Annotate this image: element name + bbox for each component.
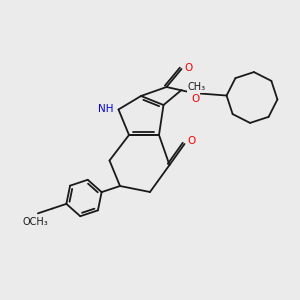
Text: NH: NH xyxy=(98,104,113,115)
Text: CH₃: CH₃ xyxy=(188,82,206,92)
Text: O: O xyxy=(184,62,193,73)
Text: O: O xyxy=(191,94,199,104)
Text: O: O xyxy=(188,136,196,146)
Text: OCH₃: OCH₃ xyxy=(22,218,48,227)
